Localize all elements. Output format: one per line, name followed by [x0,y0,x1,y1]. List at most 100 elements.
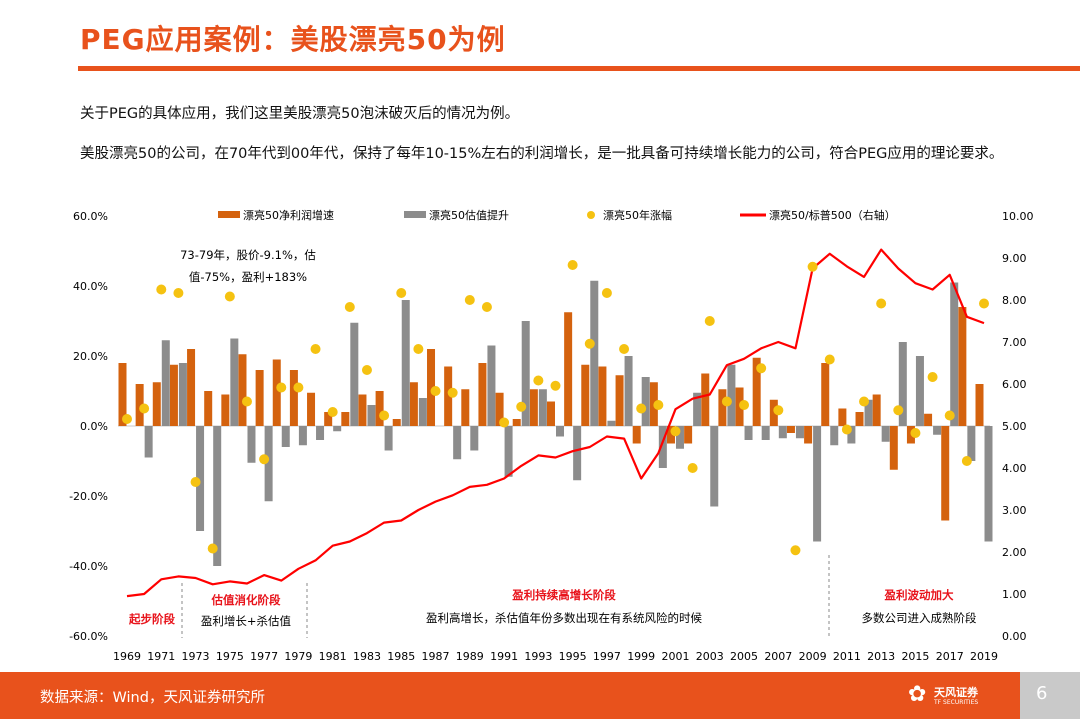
return-dot [927,372,938,382]
profit-bar [392,419,401,426]
profit-bar [941,426,950,521]
return-dot [550,380,561,391]
return-dot [122,414,132,424]
stage-title-volatility: 盈利波动加大 [884,588,954,602]
x-tick-label: 1983 [353,650,381,663]
return-dot [790,545,801,556]
return-dot [447,387,458,398]
profit-bar [289,370,298,426]
valuation-bar [624,356,633,426]
page-number: 6 [1036,683,1048,704]
return-dot [910,428,921,438]
profit-bar [358,394,367,426]
return-dot [276,382,287,393]
profit-bar [804,426,813,444]
return-dot [979,298,989,309]
valuation-bar [675,426,684,449]
ratio-line [126,248,985,598]
left-tick-label: 20.0% [73,350,108,363]
brand-name-cn: 天风证券 [934,686,978,699]
valuation-bars [144,280,993,566]
valuation-bar [641,377,650,426]
return-dot [533,375,544,386]
x-tick-label: 2005 [730,650,758,663]
valuation-bar [864,399,873,426]
valuation-bar [830,426,839,446]
x-tick-label: 1977 [250,650,278,663]
valuation-bar [967,426,976,461]
valuation-bar [693,392,702,426]
valuation-bar [298,426,307,446]
brand-flower-icon: ✿ [908,682,927,707]
valuation-bar [727,364,736,426]
profit-bar [718,389,727,426]
valuation-bar [230,338,239,426]
x-tick-label: 1985 [387,650,415,663]
stage-note-growth: 盈利高增长，杀估值年份多数出现在有系统风险的时候 [426,611,702,625]
valuation-bar [178,363,187,426]
valuation-bar [813,426,822,542]
profit-bar [255,370,264,426]
return-dot [259,454,270,465]
return-dot [481,302,492,312]
left-axis-ticks: 60.0% 40.0% 20.0% 0.0% -20.0% -40.0% -60.0% [69,210,108,643]
right-tick-label: 3.00 [1002,504,1027,517]
profit-bar [409,382,418,426]
profit-bar [512,419,521,426]
valuation-bar [367,405,376,426]
return-dot [653,400,664,410]
x-tick-label: 2019 [970,650,998,663]
x-tick-label: 1995 [559,650,587,663]
profit-bar [684,426,693,444]
return-dot [567,260,578,270]
return-dot [173,288,184,298]
right-tick-label: 7.00 [1002,336,1027,349]
return-dot [430,386,441,396]
left-tick-label: 40.0% [73,280,108,293]
x-tick-label: 2015 [901,650,929,663]
return-dot [961,456,972,466]
valuation-bar [264,426,273,502]
x-tick-label: 1981 [319,650,347,663]
valuation-bar [384,426,393,451]
return-dot [807,261,818,272]
return-dot [344,302,355,312]
right-tick-label: 6.00 [1002,378,1027,391]
valuation-bar [247,426,256,463]
return-dot [156,284,167,295]
profit-bar [375,391,384,426]
right-tick-label: 0.00 [1002,630,1027,643]
valuation-bar [881,426,890,442]
profit-bar [752,357,761,426]
footer-source: 数据来源：Wind，天风证券研究所 [40,690,265,706]
legend-swatch-profit [218,211,240,218]
valuation-bar [521,321,530,426]
brand-logo: ✿ 天风证券 TF SECURITIES [908,682,998,712]
profit-bar [221,394,230,426]
intro-paragraph-2: 美股漂亮50的公司，在70年代到00年代，保持了每年10-15%左右的利润增长，… [80,146,1004,162]
x-tick-label: 2011 [833,650,861,663]
legend-label-return: 漂亮50年涨幅 [603,208,672,222]
right-tick-label: 8.00 [1002,294,1027,307]
left-tick-label: 60.0% [73,210,108,223]
valuation-bar [590,280,599,426]
valuation-bar [213,426,222,566]
valuation-bar [710,426,719,507]
profit-bar [187,349,196,426]
profit-bar [495,392,504,426]
return-dot [756,363,767,374]
return-dot [704,316,715,326]
profit-bar [118,363,127,426]
valuation-bar [161,340,170,426]
return-dot [327,407,338,417]
profit-bar [769,399,778,426]
legend-label-profit: 漂亮50净利润增速 [243,208,334,222]
return-dot [670,426,681,437]
x-tick-label: 1971 [147,650,175,663]
return-dot [841,424,852,435]
brand-name-en: TF SECURITIES [934,699,979,706]
profit-bar [872,394,881,426]
x-tick-label: 2013 [867,650,895,663]
return-dot [516,401,527,412]
profit-bar [598,366,607,426]
